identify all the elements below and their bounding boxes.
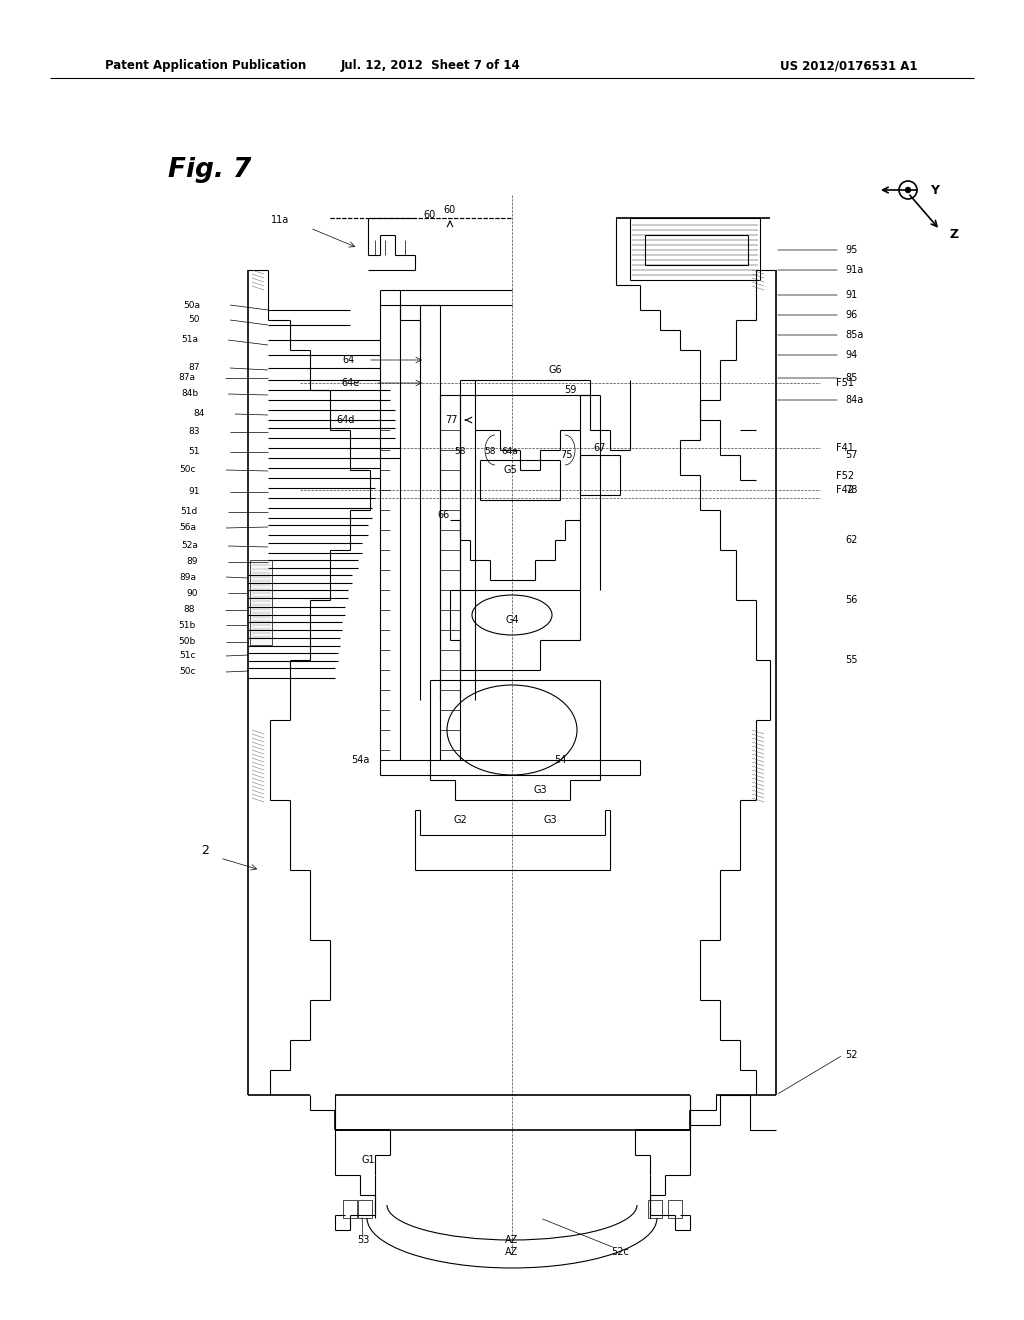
Text: F42: F42 [836,484,854,495]
Text: 78: 78 [845,484,857,495]
Text: G3: G3 [534,785,547,795]
Text: 84b: 84b [181,389,198,399]
Text: 60: 60 [443,205,456,215]
Text: 95: 95 [845,246,857,255]
Bar [343,1200,357,1218]
Text: Z: Z [950,228,959,242]
Text: 83: 83 [188,428,200,437]
Text: F51: F51 [836,378,854,388]
Text: 91: 91 [845,290,857,300]
Text: 56a: 56a [179,524,196,532]
Text: 51d: 51d [181,507,198,516]
Text: 50a: 50a [183,301,200,309]
Text: 52a: 52a [181,541,198,550]
Text: AZ: AZ [506,1247,518,1257]
Text: 67: 67 [594,444,606,453]
Text: G1: G1 [361,1155,375,1166]
Text: 77: 77 [445,414,458,425]
Text: 60: 60 [424,210,436,220]
Text: 90: 90 [186,589,198,598]
Text: 96: 96 [845,310,857,319]
Text: 51b: 51b [179,620,196,630]
Bar [358,1200,372,1218]
Text: 64: 64 [343,355,355,366]
Text: 55: 55 [845,655,857,665]
Text: 50b: 50b [179,638,196,647]
Text: 56: 56 [845,595,857,605]
Text: G5: G5 [503,465,517,475]
Text: Jul. 12, 2012  Sheet 7 of 14: Jul. 12, 2012 Sheet 7 of 14 [340,59,520,73]
Text: 51: 51 [188,447,200,457]
Text: 50c: 50c [179,668,196,676]
Text: Fig. 7: Fig. 7 [168,157,251,183]
Text: Y: Y [930,183,939,197]
Text: 58: 58 [455,447,466,457]
Text: 88: 88 [183,606,195,615]
Text: G3: G3 [543,814,557,825]
Text: 11a: 11a [271,215,289,224]
Text: 84: 84 [194,409,205,418]
Text: 91a: 91a [845,265,863,275]
Text: 64d: 64d [337,414,355,425]
Text: 91: 91 [188,487,200,496]
Text: 66: 66 [437,510,450,520]
Text: 57: 57 [845,450,857,459]
Text: 52: 52 [845,1049,857,1060]
Text: AZ: AZ [506,1236,518,1245]
Text: 84a: 84a [845,395,863,405]
Text: 59: 59 [564,385,577,395]
Text: 94: 94 [845,350,857,360]
Text: 51c: 51c [179,652,196,660]
Bar [668,1200,682,1218]
Text: 50c: 50c [179,466,196,474]
Text: 64a: 64a [502,447,518,457]
Text: 58: 58 [484,447,496,457]
Text: G4: G4 [505,615,519,624]
Text: 52c: 52c [611,1247,629,1257]
Text: 85a: 85a [845,330,863,341]
Text: 2: 2 [201,843,209,857]
Text: 54: 54 [554,755,566,766]
Text: 89a: 89a [179,573,196,582]
Bar [250,560,272,645]
Text: G6: G6 [548,366,562,375]
Bar [648,1200,662,1218]
Text: US 2012/0176531 A1: US 2012/0176531 A1 [780,59,918,73]
Text: 64e: 64e [342,378,360,388]
Text: 85: 85 [845,374,857,383]
Text: 87a: 87a [178,374,195,383]
Text: 62: 62 [845,535,857,545]
Text: F52: F52 [836,471,854,480]
Text: F41: F41 [836,444,854,453]
Text: 50: 50 [188,315,200,325]
Text: G2: G2 [454,814,467,825]
Text: 89: 89 [186,557,198,566]
Text: 87: 87 [188,363,200,372]
Text: 54a: 54a [351,755,370,766]
Text: 53: 53 [356,1236,370,1245]
Text: 75: 75 [560,450,572,459]
Text: 51a: 51a [181,335,198,345]
Text: Patent Application Publication: Patent Application Publication [105,59,306,73]
Circle shape [905,187,910,193]
